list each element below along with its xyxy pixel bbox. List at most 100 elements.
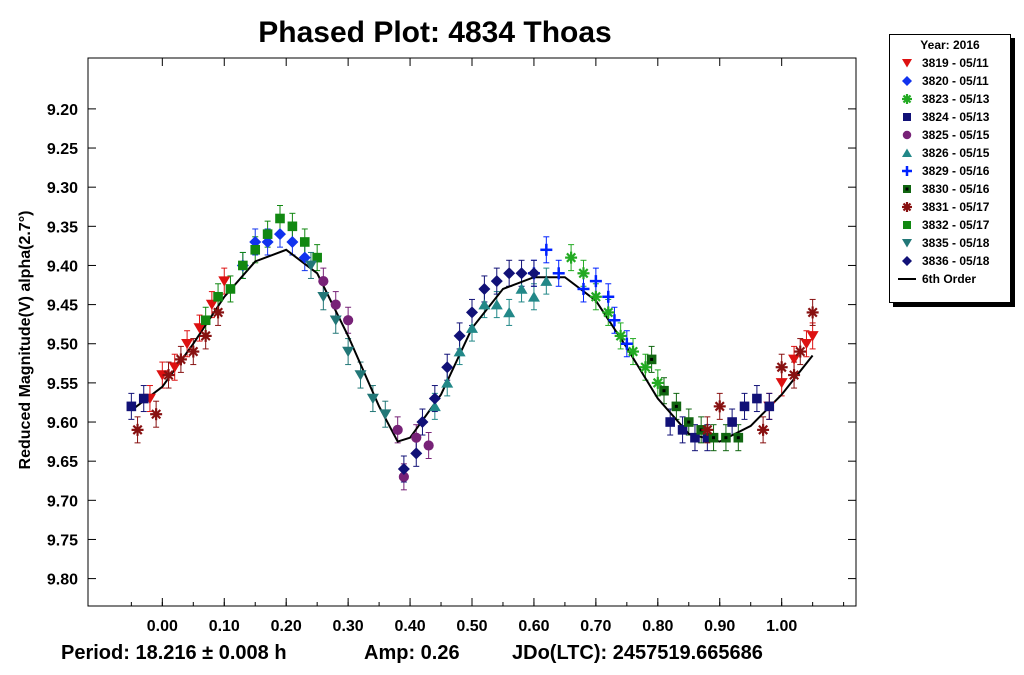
legend-marker (902, 166, 912, 176)
legend-marker (903, 221, 911, 229)
y-tick-label: 9.65 (47, 454, 78, 471)
data-point (721, 432, 731, 443)
data-point (138, 393, 149, 404)
data-point (168, 362, 181, 373)
data-point (733, 432, 744, 443)
data-point (515, 267, 528, 280)
data-point (665, 417, 675, 427)
legend-marker-icon (902, 148, 912, 157)
data-point (696, 425, 706, 435)
data-point (397, 463, 410, 475)
legend-item: 3826 - 05/15 (896, 144, 1010, 162)
data-point (205, 299, 218, 310)
data-point (392, 424, 403, 435)
data-point (515, 283, 528, 294)
data-point (552, 267, 565, 280)
legend-marker (902, 130, 912, 140)
data-point (150, 408, 163, 421)
amplitude-text: Amp: 0.26 (364, 642, 460, 664)
legend-marker-icon (902, 166, 912, 176)
data-point (330, 299, 341, 310)
data-point (411, 432, 422, 443)
data-point (441, 377, 454, 388)
chart-title: Phased Plot: 4834 Thoas (258, 16, 611, 49)
y-tick-label: 9.60 (47, 415, 78, 432)
x-tick-label: 0.40 (394, 618, 425, 635)
data-point (342, 346, 355, 357)
chart-legend: Year: 2016 3819 - 05/11 3820 - 05/11 3823 … (889, 34, 1011, 303)
legend-item: 3825 - 05/15 (896, 126, 1010, 144)
data-point (577, 282, 590, 295)
data-point (651, 376, 664, 389)
legend-label: 3836 - 05/18 (922, 254, 990, 268)
legend-item: 3836 - 05/18 (896, 252, 1010, 270)
legend-item: 3835 - 05/18 (896, 234, 1010, 252)
data-point (200, 315, 211, 326)
data-point (503, 267, 516, 280)
data-point (806, 306, 819, 319)
legend-label: 3829 - 05/16 (922, 164, 990, 178)
x-tick-label: 1.00 (766, 618, 797, 635)
legend-label: 3824 - 05/13 (922, 110, 990, 124)
data-point (287, 221, 298, 232)
data-point (262, 229, 273, 239)
legend-item: 3831 - 05/17 (896, 198, 1010, 216)
legend-item: 3829 - 05/16 (896, 162, 1010, 180)
data-point (659, 385, 669, 396)
y-tick-label: 9.70 (47, 493, 78, 510)
data-point (354, 370, 367, 381)
data-point (527, 291, 540, 302)
data-point (274, 228, 286, 241)
legend-marker (902, 76, 912, 86)
legend-label: 3830 - 05/16 (922, 182, 990, 196)
data-point (398, 471, 409, 482)
data-point (453, 346, 466, 357)
data-point (608, 314, 621, 327)
legend-item: 3823 - 05/13 (896, 90, 1010, 108)
x-tick-label: 0.70 (580, 618, 611, 635)
x-tick-label: 0.50 (456, 618, 487, 635)
data-point (690, 432, 700, 443)
data-point (428, 400, 441, 412)
data-point (212, 306, 225, 319)
data-point (540, 243, 553, 256)
epoch-text: JDo(LTC): 2457519.665686 (512, 642, 763, 664)
data-point (299, 237, 310, 247)
y-tick-label: 9.80 (47, 572, 78, 589)
legend-label: 3835 - 05/18 (922, 236, 990, 250)
data-point (379, 409, 392, 420)
data-point (671, 401, 682, 412)
data-point (441, 361, 454, 374)
data-point (577, 267, 590, 280)
data-point (701, 423, 714, 436)
data-point (162, 369, 175, 382)
data-point (503, 307, 516, 318)
data-point (602, 306, 615, 319)
legend-marker-icon (902, 76, 912, 86)
data-point (565, 251, 578, 264)
data-point (218, 276, 231, 287)
data-point (410, 447, 423, 460)
y-tick-label: 9.50 (47, 337, 78, 354)
data-point (238, 260, 248, 271)
data-point (775, 361, 788, 374)
data-point (453, 329, 466, 342)
data-point (131, 423, 144, 436)
data-point (490, 275, 503, 288)
data-point (187, 345, 200, 358)
data-point (708, 432, 719, 443)
legend-marker-icon (902, 239, 912, 248)
data-point (788, 369, 801, 382)
legend-marker-icon (902, 256, 912, 266)
data-point (764, 401, 775, 412)
data-point (806, 331, 819, 342)
data-point (317, 291, 330, 303)
data-point (126, 401, 137, 412)
data-point (466, 322, 478, 333)
legend-item: 3824 - 05/13 (896, 108, 1010, 126)
y-tick-label: 9.20 (47, 102, 78, 119)
data-point (683, 417, 694, 427)
period-text: Period: 18.216 ± 0.008 h (61, 642, 287, 664)
legend-marker (903, 113, 911, 121)
legend-marker (902, 59, 912, 68)
